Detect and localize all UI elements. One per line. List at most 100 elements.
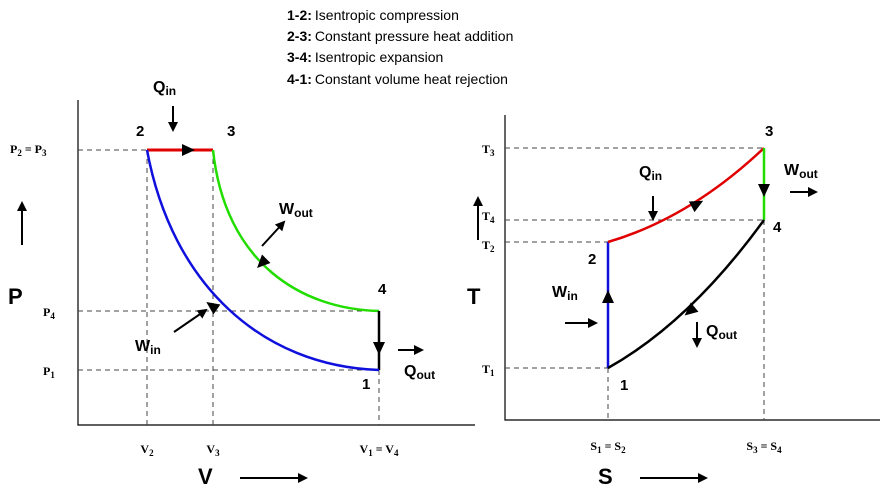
legend-text: Constant volume heat rejection <box>315 71 508 87</box>
subscript: 1 <box>490 368 495 378</box>
legend-text: Isentropic compression <box>315 7 459 23</box>
state-label: 1 <box>362 376 370 393</box>
work-in-label: Win <box>135 338 161 357</box>
subscript: out <box>416 368 435 382</box>
label-part: = P <box>22 142 42 156</box>
label-part: P <box>10 142 17 156</box>
state-label: 4 <box>378 281 387 298</box>
label-part: Q <box>706 323 718 340</box>
subscript: out <box>718 328 737 342</box>
subscript: 4 <box>490 215 495 225</box>
heat-out-label: Qout <box>706 323 737 342</box>
process-3-4 <box>211 149 380 313</box>
legend-item: 3-4: Isentropic expansion <box>287 49 443 65</box>
subscript: 2 <box>490 244 495 254</box>
direction-arrow <box>688 200 704 213</box>
state-label: 4 <box>773 219 782 236</box>
pv-guides <box>78 149 380 425</box>
subscript: in <box>567 289 578 303</box>
label-part: T <box>482 209 490 223</box>
legend-key: 2-3: <box>287 28 312 44</box>
legend-item: 1-2: Isentropic compression <box>287 7 459 23</box>
subscript: 2 <box>621 445 626 455</box>
y-tick-label: P2 = P3 <box>10 142 47 158</box>
x-axis-label: V <box>198 464 213 489</box>
subscript: 2 <box>17 148 22 158</box>
label-part: W <box>135 338 151 355</box>
label-part: P <box>43 364 50 378</box>
y-axis-label: P <box>8 284 23 309</box>
y-tick-label: P4 <box>43 305 55 321</box>
state-label: 2 <box>588 251 596 268</box>
ts-axes <box>504 115 880 421</box>
y-tick-label: T3 <box>482 142 495 158</box>
subscript: 3 <box>42 148 47 158</box>
label-part: W <box>279 201 295 218</box>
subscript: 3 <box>490 148 495 158</box>
direction-arrow <box>758 184 770 197</box>
x-axis-label: S <box>598 464 613 489</box>
x-tick-label: V2 <box>140 442 154 458</box>
subscript: out <box>799 167 818 181</box>
legend-key: 4-1: <box>287 71 312 87</box>
work-out-label: Wout <box>784 162 818 181</box>
label-part: V <box>206 442 215 456</box>
label-part: W <box>552 284 568 301</box>
label-part: = S <box>602 439 622 453</box>
process-4-1 <box>607 219 766 370</box>
y-tick-label: T4 <box>482 209 495 225</box>
label-part: V <box>140 442 149 456</box>
label-part: T <box>482 362 490 376</box>
subscript: in <box>651 169 662 183</box>
legend-text: Constant pressure heat addition <box>315 28 513 44</box>
state-label: 1 <box>620 377 628 394</box>
y-tick-label: T2 <box>482 238 495 254</box>
subscript: 3 <box>753 445 758 455</box>
label-part: W <box>784 162 800 179</box>
label-part: V <box>360 442 369 456</box>
legend-text: Isentropic expansion <box>315 49 443 65</box>
pv-axes <box>77 100 475 426</box>
arrow <box>261 220 286 247</box>
direction-arrow <box>257 254 271 268</box>
subscript: 1 <box>368 448 373 458</box>
subscript: 1 <box>597 445 602 455</box>
subscript: 4 <box>394 448 399 458</box>
x-tick-label: V3 <box>206 442 220 458</box>
subscript: out <box>294 206 313 220</box>
label-part: T <box>482 142 490 156</box>
subscript: 4 <box>50 311 55 321</box>
subscript: 2 <box>149 448 154 458</box>
direction-arrow <box>373 342 385 355</box>
heat-in-label: Qin <box>639 164 662 183</box>
process-2-3 <box>607 147 765 244</box>
process-1-2 <box>145 149 380 372</box>
state-label: 3 <box>227 123 235 140</box>
label-part: P <box>43 305 50 319</box>
direction-arrow <box>182 144 195 156</box>
label-part: S <box>746 439 753 453</box>
y-axis-label: T <box>467 284 481 309</box>
label-part: Q <box>639 164 651 181</box>
x-tick-label: V1 = V4 <box>360 442 399 458</box>
direction-arrow <box>684 302 699 316</box>
direction-arrow <box>206 301 221 315</box>
subscript: 1 <box>50 370 55 380</box>
subscript: in <box>165 84 176 98</box>
heat-out-label: Qout <box>404 363 435 382</box>
heat-in-label: Qin <box>153 79 176 98</box>
legend-item: 4-1: Constant volume heat rejection <box>287 71 508 87</box>
subscript: in <box>150 343 161 357</box>
y-tick-label: T1 <box>482 362 495 378</box>
arrow <box>173 308 208 333</box>
label-part: S <box>590 439 597 453</box>
legend-key: 1-2: <box>287 7 312 23</box>
x-tick-label: S3 = S4 <box>746 439 782 455</box>
label-part: T <box>482 238 490 252</box>
label-part: Q <box>153 79 165 96</box>
label-part: Q <box>404 363 416 380</box>
state-label: 3 <box>765 123 773 140</box>
direction-arrow <box>602 290 614 303</box>
work-in-label: Win <box>552 284 578 303</box>
